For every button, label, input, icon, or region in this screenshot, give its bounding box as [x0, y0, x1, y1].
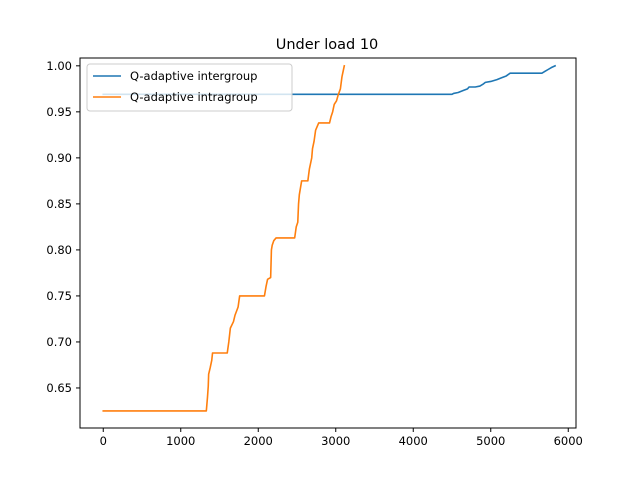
legend-label-2: Q-adaptive intragroup	[130, 90, 258, 104]
x-tick-label: 3000	[321, 434, 350, 448]
x-tick-label: 4000	[399, 434, 428, 448]
y-tick-label: 0.70	[46, 335, 72, 349]
legend-box	[86, 63, 293, 112]
x-tick-label: 1000	[166, 434, 195, 448]
x-tick-label: 5000	[476, 434, 505, 448]
y-tick-label: 0.80	[46, 243, 72, 257]
x-tick-label: 2000	[244, 434, 273, 448]
x-tick-label: 0	[100, 434, 107, 448]
y-tick-label: 1.00	[46, 59, 72, 73]
y-axis: 0.65 0.70 0.75 0.80 0.85 0.90 0.95 1.00	[46, 59, 80, 395]
y-tick-label: 0.65	[46, 381, 72, 395]
series-group	[102, 64, 557, 412]
x-tick-label: 6000	[554, 434, 583, 448]
y-tick-label: 0.90	[46, 151, 72, 165]
legend-label-1: Q-adaptive intergroup	[130, 69, 257, 83]
chart-title: Under load 10	[276, 37, 379, 53]
y-tick-label: 0.85	[46, 197, 72, 211]
x-axis: 0 1000 2000 3000 4000 5000 6000	[100, 428, 583, 448]
legend: Q-adaptive intergroup Q-adaptive intragro…	[86, 63, 293, 112]
plot-frame	[79, 57, 577, 429]
y-tick-label: 0.95	[46, 105, 72, 119]
y-tick-label: 0.75	[46, 289, 72, 303]
series-line-1	[102, 64, 557, 96]
series-line-2	[102, 64, 346, 412]
